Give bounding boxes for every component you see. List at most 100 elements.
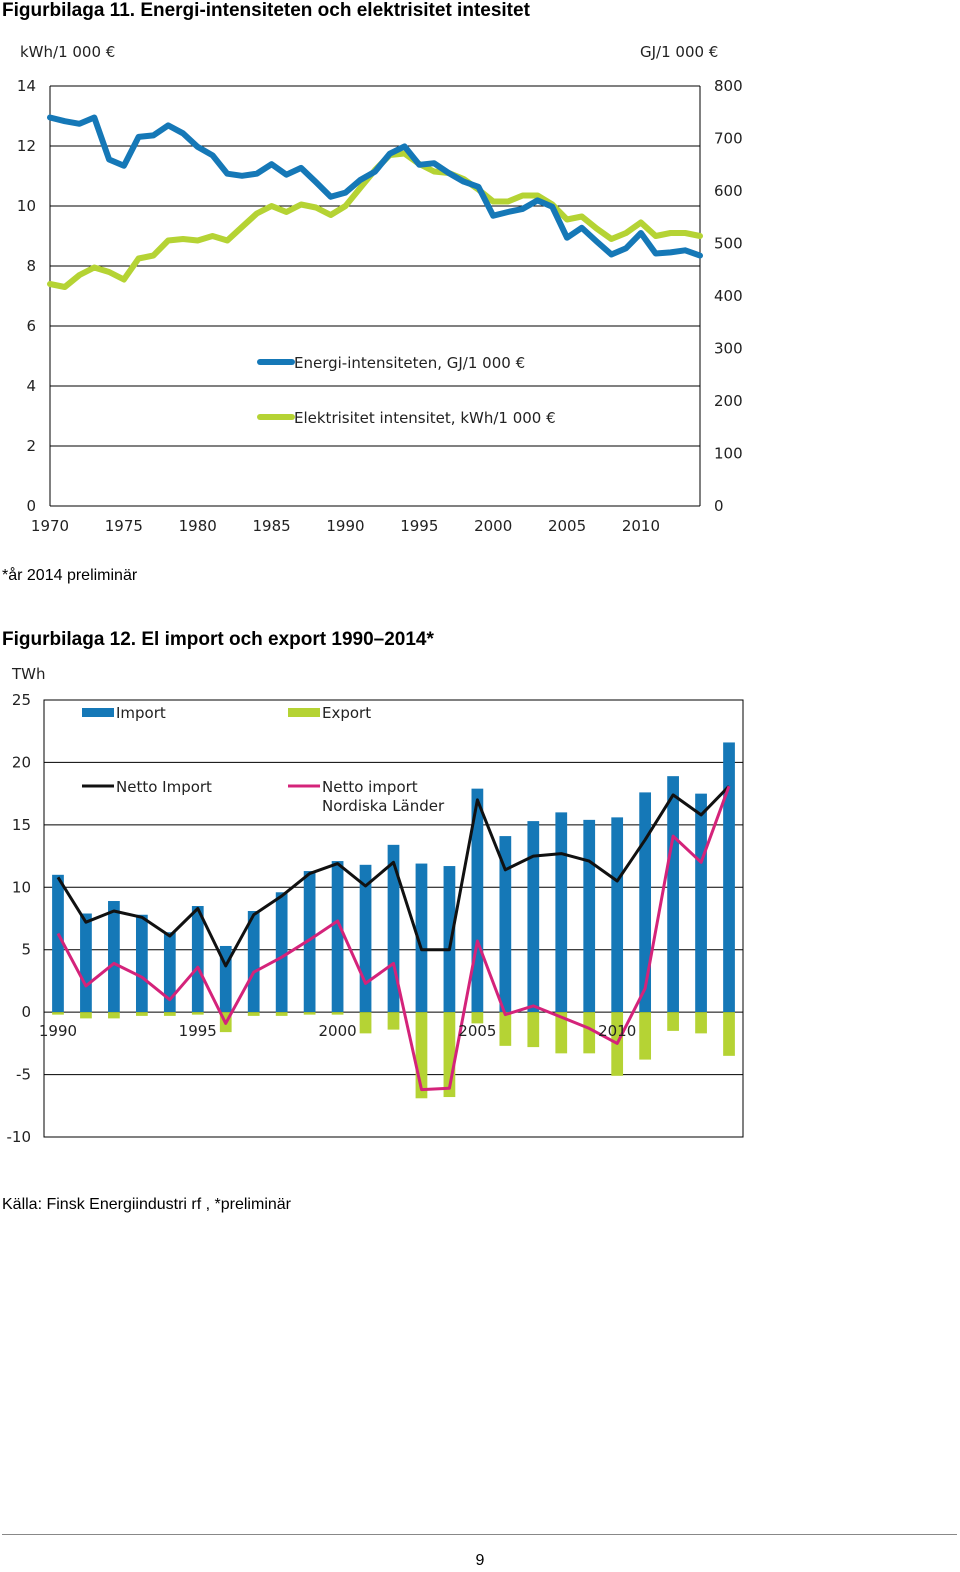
export-bar: [275, 1012, 288, 1016]
x-tick-label: 1980: [179, 517, 217, 535]
import-bar: [723, 742, 735, 1013]
figure-2-source: Källa: Finsk Energiindustri rf , *prelim…: [2, 1196, 291, 1213]
x-tick-label: 1995: [400, 517, 438, 535]
import-bar: [639, 792, 652, 1013]
import-bar: [191, 906, 204, 1013]
y-tick-label-left: 6: [26, 317, 36, 335]
export-bar: [303, 1012, 316, 1015]
export-bar: [359, 1012, 372, 1034]
y-tick-label-right: 300: [714, 340, 743, 358]
footer-rule: [2, 1534, 957, 1535]
export-bar: [52, 1012, 64, 1015]
export-bar: [163, 1012, 176, 1016]
import-bar: [387, 844, 400, 1013]
import-bar: [108, 901, 120, 1013]
export-bar: [331, 1012, 344, 1015]
import-bar: [331, 861, 344, 1013]
import-bar: [275, 892, 288, 1013]
y-tick-label-right: 400: [714, 287, 743, 305]
plot-frame: [43, 699, 744, 1138]
x-tick-label: 1975: [105, 517, 143, 535]
legend-label-netto-import: Netto Import: [116, 778, 212, 796]
y-tick-label-right: 600: [714, 182, 743, 200]
legend-swatch-export: [288, 708, 320, 717]
y-tick-label: 10: [12, 878, 31, 896]
y-tick-label-left: 0: [26, 497, 36, 515]
y-tick-label: 15: [12, 816, 31, 834]
y-tick-label: 20: [12, 753, 31, 771]
import-bar: [52, 874, 64, 1013]
x-tick-label: 1970: [31, 517, 69, 535]
y-tick-label-left: 12: [17, 137, 36, 155]
y-tick-label-left: 2: [26, 437, 36, 455]
y-tick-label-left: 10: [17, 197, 36, 215]
import-bar: [527, 821, 540, 1013]
x-tick-label: 1990: [326, 517, 364, 535]
import-bar: [443, 866, 456, 1013]
x-tick-label: 2000: [474, 517, 512, 535]
y-tick-label: 0: [21, 1003, 31, 1021]
legend-label-netto-nordic-line2: Nordiska Länder: [322, 797, 445, 815]
x-tick-label: 2000: [318, 1022, 356, 1040]
export-bar: [583, 1012, 596, 1054]
y-axis-label-right: GJ/1 000 €: [640, 43, 718, 61]
x-tick-label: 1990: [39, 1022, 77, 1040]
y-tick-label-right: 200: [714, 392, 743, 410]
y-tick-label-left: 4: [26, 377, 36, 395]
import-bar: [359, 864, 372, 1013]
export-bar: [108, 1012, 120, 1019]
legend-label-export: Export: [322, 704, 371, 722]
export-bar: [723, 1012, 735, 1056]
x-tick-label: 2010: [598, 1022, 636, 1040]
x-tick-label: 2010: [622, 517, 660, 535]
export-bar: [639, 1012, 652, 1060]
import-bar: [667, 776, 679, 1013]
export-bar: [443, 1012, 456, 1098]
energy-intensity-line: [47, 114, 703, 259]
y-axis-label-left: kWh/1 000 €: [20, 43, 115, 61]
export-bar: [415, 1012, 428, 1099]
export-bar: [527, 1012, 540, 1048]
figure-1-note: *år 2014 preliminär: [2, 567, 138, 584]
import-bar: [303, 871, 316, 1013]
y-tick-label-right: 0: [714, 497, 724, 515]
import-bar: [471, 788, 484, 1013]
export-bar: [555, 1012, 568, 1054]
y-tick-label: -10: [7, 1128, 32, 1146]
export-bar: [667, 1012, 679, 1031]
legend-label-import: Import: [116, 704, 166, 722]
import-bar: [611, 817, 624, 1013]
import-bar: [695, 793, 707, 1013]
y-tick-label: 25: [12, 691, 31, 709]
netto-import-line: [56, 785, 731, 968]
figure-2-heading: Figurbilaga 12. El import och export 199…: [2, 629, 434, 650]
y-tick-label-right: 100: [714, 445, 743, 463]
figure-1-heading: Figurbilaga 11. Energi-intensiteten och …: [2, 0, 530, 21]
import-bar: [80, 913, 92, 1013]
netto-import-nordic-line: [56, 785, 731, 1092]
import-export-chart: -10 -5 0 5 10 15 20 25 TWh 1990 1995 2000 2005 2010 Im…: [7, 665, 744, 1146]
export-bar: [695, 1012, 707, 1034]
export-bar: [499, 1012, 512, 1046]
legend-label-netto-nordic-line1: Netto import: [322, 778, 418, 796]
y-tick-label-right: 800: [714, 77, 743, 95]
export-bar: [191, 1012, 204, 1015]
import-bar: [415, 863, 428, 1013]
energy-intensity-chart: 0 2 4 6 8 10 12 14 0 100 200 300 400 500 600 700 800 1970…: [17, 43, 743, 535]
legend-label-electricity: Elektrisitet intensitet, kWh/1 000 €: [294, 409, 556, 427]
y-tick-label: 5: [21, 941, 31, 959]
export-bar: [471, 1012, 484, 1024]
export-bar: [80, 1012, 92, 1019]
import-bar: [163, 932, 176, 1013]
export-bar: [135, 1012, 148, 1016]
y-tick-label: -5: [16, 1066, 31, 1084]
import-bar: [219, 945, 232, 1013]
legend-label-energy: Energi-intensiteten, GJ/1 000 €: [294, 354, 525, 372]
y-tick-label-left: 8: [26, 257, 36, 275]
x-tick-label: 1985: [252, 517, 290, 535]
import-bar: [499, 836, 512, 1013]
export-bar: [387, 1012, 400, 1030]
import-bar: [247, 911, 260, 1013]
y-tick-label-left: 14: [17, 77, 36, 95]
x-tick-label: 2005: [548, 517, 586, 535]
